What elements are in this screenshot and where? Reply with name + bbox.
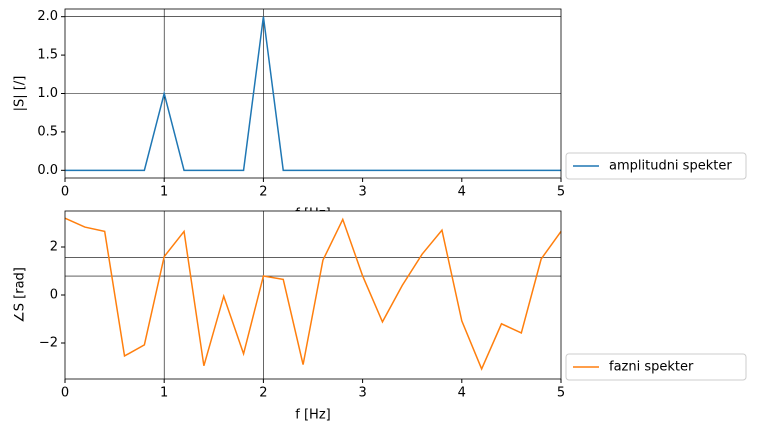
- legend-box: [565, 152, 747, 180]
- x-tick-label: 5: [557, 185, 565, 200]
- y-tick-label: 1.0: [37, 86, 58, 101]
- y-tick-label: 0.5: [37, 124, 58, 139]
- y-axis-label: ∠S [rad]: [13, 267, 28, 323]
- x-axis-label: f [Hz]: [295, 408, 330, 423]
- legend-label: fazni spekter: [609, 360, 694, 375]
- x-tick-label: 1: [160, 185, 168, 200]
- legend-label: amplitudni spekter: [609, 159, 732, 174]
- x-tick-label: 3: [358, 386, 366, 401]
- data-line: [65, 16, 561, 172]
- y-tick-label: 0: [50, 288, 58, 303]
- y-tick-label: 0.0: [37, 163, 58, 178]
- axes-background: [65, 211, 561, 379]
- x-tick-label: 0: [61, 386, 69, 401]
- y-tick-label: 1.5: [37, 48, 58, 63]
- x-tick-label: 1: [160, 386, 168, 401]
- x-tick-label: 0: [61, 185, 69, 200]
- x-tick-label: 2: [259, 185, 267, 200]
- x-tick-label: 5: [557, 386, 565, 401]
- legend-box: [565, 353, 747, 381]
- x-tick-label: 2: [259, 386, 267, 401]
- x-tick-label: 3: [358, 185, 366, 200]
- y-tick-label: 2.0: [37, 9, 58, 24]
- y-tick-label: 2: [50, 240, 58, 255]
- y-axis-label: |S| [/]: [13, 76, 28, 112]
- data-line: [64, 217, 562, 371]
- x-tick-label: 4: [458, 386, 466, 401]
- x-tick-label: 4: [458, 185, 466, 200]
- y-tick-label: −2: [39, 336, 58, 351]
